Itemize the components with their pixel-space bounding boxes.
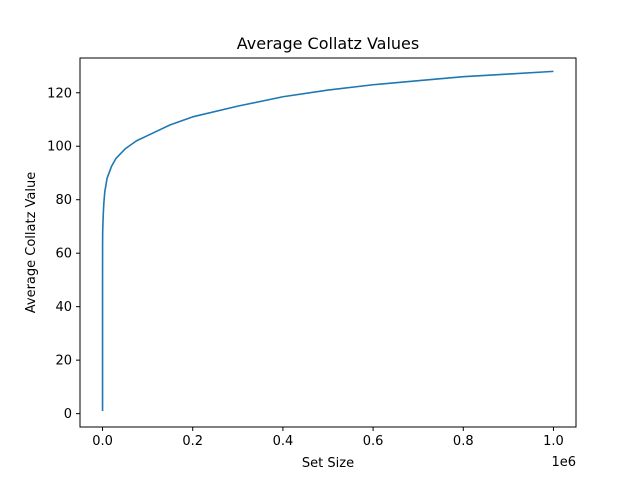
y-tick-label: 0 [64,407,72,422]
y-tick-label: 100 [47,140,72,155]
y-tick-label: 40 [55,300,72,315]
chart-title: Average Collatz Values [237,34,419,53]
x-axis: 0.0 0.2 0.4 0.6 0.8 1.0 [92,427,564,449]
y-tick-label: 20 [55,354,72,369]
x-tick-label: 0.0 [92,434,113,449]
x-tick-label: 1.0 [543,434,564,449]
y-tick-label: 120 [47,86,72,101]
x-tick-label: 0.6 [363,434,384,449]
y-axis: 0 20 40 60 80 100 120 [47,86,80,422]
series-line-0 [101,70,554,411]
y-tick-label: 60 [55,247,72,262]
y-tick-label: 80 [55,193,72,208]
x-axis-label: Set Size [302,456,354,471]
x-tick-label: 0.2 [182,434,203,449]
y-axis-label: Average Collatz Value [24,172,39,314]
x-tick-label: 0.4 [273,434,294,449]
plot-frame [79,57,577,428]
x-offset-label: 1e6 [551,455,576,470]
plot-area [101,70,554,411]
x-tick-label: 0.8 [453,434,474,449]
